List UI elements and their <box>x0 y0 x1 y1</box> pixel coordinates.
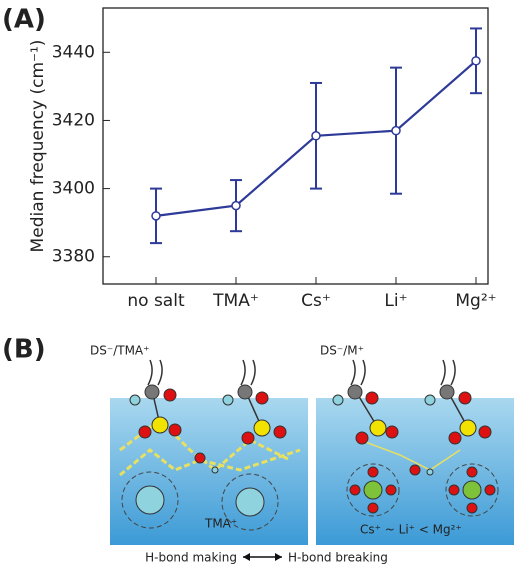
atoms <box>129 384 496 514</box>
diagram <box>110 359 514 561</box>
ion-shells <box>121 463 499 531</box>
marker <box>471 56 481 66</box>
marker <box>391 125 401 136</box>
plot-frame <box>102 7 489 285</box>
panel-label: (B) <box>2 335 46 365</box>
caption: H-bond making <box>145 551 237 565</box>
x-tick-label: TMA⁺ <box>212 291 259 311</box>
diagram-title: DS⁻/TMA⁺ <box>90 344 149 358</box>
ions <box>135 480 482 517</box>
water-box <box>110 398 308 545</box>
marker <box>151 211 161 221</box>
ion-label: TMA⁺ <box>204 517 237 531</box>
y-axis-label: Median frequency (cm⁻¹) <box>28 40 48 253</box>
h-bonds <box>359 439 461 471</box>
y-tick-label: 3400 <box>52 179 95 199</box>
y-tick-label: 3420 <box>52 110 95 130</box>
caption: H-bond breaking <box>288 551 388 565</box>
x-tick-label: Mg²⁺ <box>455 291 496 311</box>
x-tick-label: no salt <box>127 291 185 311</box>
marker <box>311 131 321 141</box>
x-tick-label: Li⁺ <box>384 291 407 311</box>
x-tick-label: Cs⁺ <box>301 291 331 311</box>
y-tick-label: 3440 <box>52 42 95 62</box>
ion-label: Cs⁺ ~ Li⁺ < Mg²⁺ <box>360 523 462 537</box>
marker <box>231 200 241 211</box>
y-tick-label: 3380 <box>52 247 95 267</box>
diagram-title: DS⁻/M⁺ <box>320 344 364 358</box>
panel-label: (A) <box>2 5 46 35</box>
